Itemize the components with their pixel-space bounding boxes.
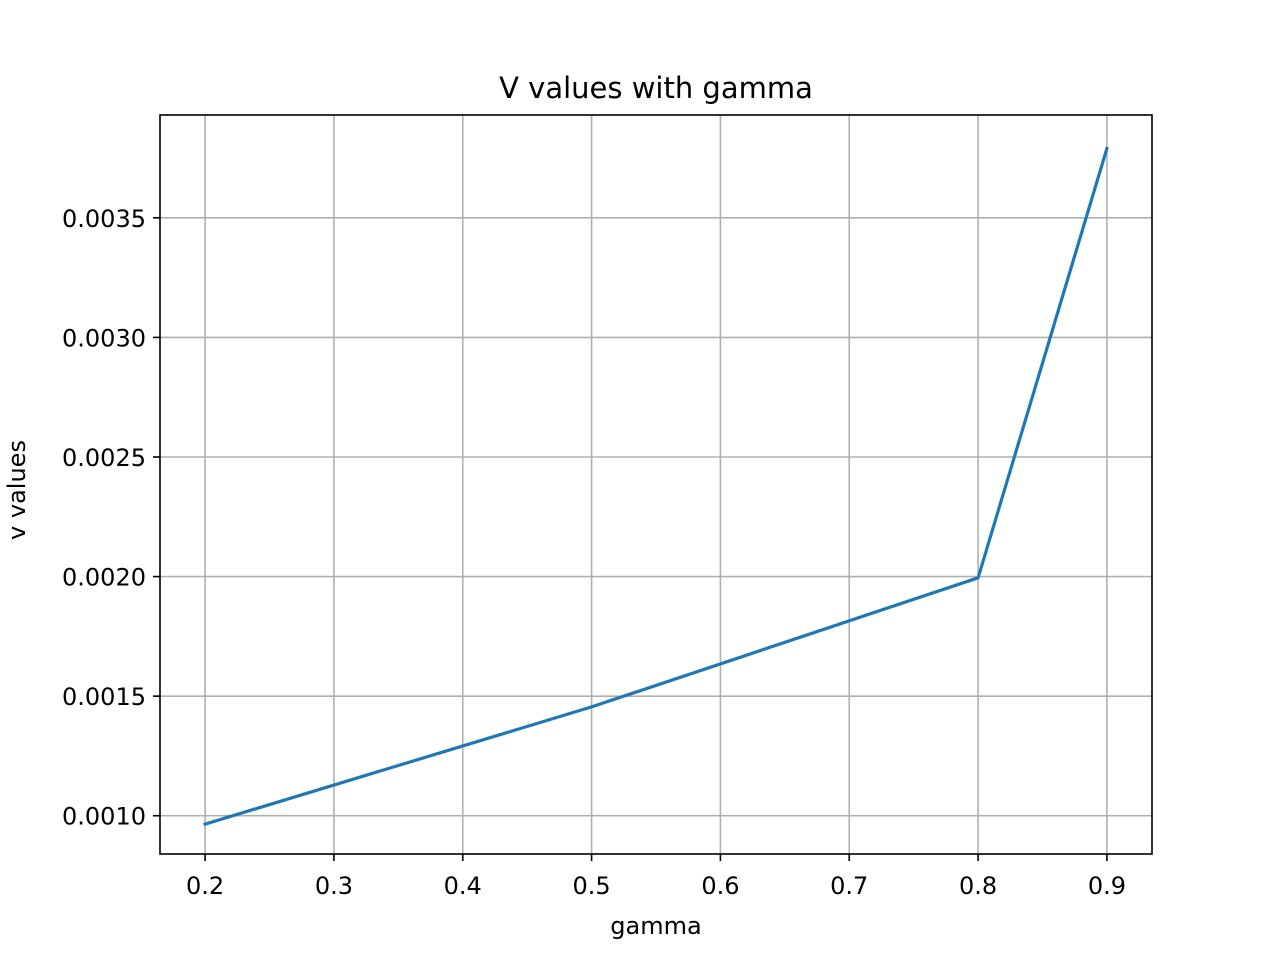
x-axis-label: gamma: [610, 912, 701, 940]
x-tick-label: 0.3: [315, 872, 353, 900]
y-tick-label: 0.0025: [62, 444, 146, 472]
y-tick-label: 0.0010: [62, 803, 146, 831]
x-tick-label: 0.8: [959, 872, 997, 900]
y-tick-label: 0.0035: [62, 205, 146, 233]
x-axis-ticks: 0.2 0.3 0.4 0.5 0.6 0.7 0.8 0.9: [186, 854, 1126, 900]
chart-title: V values with gamma: [499, 71, 813, 105]
x-tick-label: 0.6: [701, 872, 739, 900]
y-axis-label: v values: [3, 440, 31, 540]
x-tick-label: 0.5: [572, 872, 610, 900]
y-axis-ticks: 0.0010 0.0015 0.0020 0.0025 0.0030 0.0035: [62, 205, 160, 831]
x-tick-label: 0.2: [186, 872, 224, 900]
series-layer: [203, 146, 1109, 827]
plot-frame: [159, 114, 1153, 855]
series-line: [203, 146, 1109, 827]
y-tick-label: 0.0015: [62, 683, 146, 711]
x-tick-label: 0.4: [444, 872, 482, 900]
y-tick-label: 0.0030: [62, 324, 146, 352]
x-tick-label: 0.9: [1088, 872, 1126, 900]
x-tick-label: 0.7: [830, 872, 868, 900]
grid: [160, 115, 1152, 854]
y-tick-label: 0.0020: [62, 564, 146, 592]
